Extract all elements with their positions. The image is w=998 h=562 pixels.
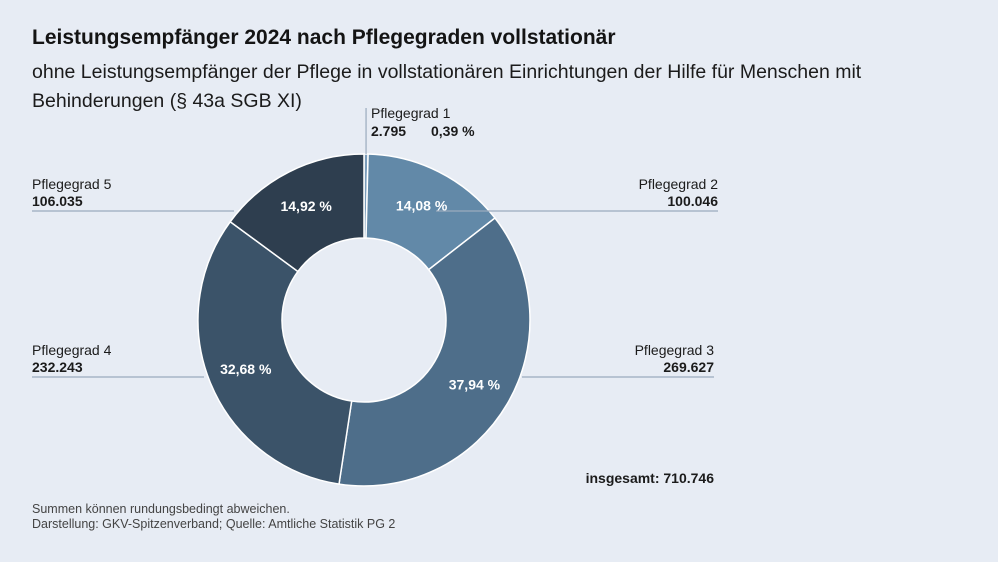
footnote: Summen können rundungsbedingt abweichen.… <box>32 502 395 532</box>
slice-percent-label-4: 32,68 % <box>220 361 272 377</box>
value-label-5: 106.035 <box>32 193 83 209</box>
source-note: Darstellung: GKV-Spitzenverband; Quelle:… <box>32 517 396 531</box>
slice-percent-label-3: 37,94 % <box>449 377 501 393</box>
value-label-2: 100.046 <box>667 193 718 209</box>
donut-slice-3 <box>338 216 531 487</box>
category-label-4: Pflegegrad 4 <box>32 342 112 358</box>
category-label-1: Pflegegrad 1 <box>371 105 451 121</box>
chart-title: Leistungsempfänger 2024 nach Pflegegrade… <box>32 26 616 49</box>
total-label: insgesamt: 710.746 <box>586 470 715 486</box>
donut-slice-4 <box>197 220 353 485</box>
value-label-4: 232.243 <box>32 359 83 375</box>
value-label-3: 269.627 <box>663 359 714 375</box>
rounding-note: Summen können rundungsbedingt abweichen. <box>32 502 290 516</box>
category-label-2: Pflegegrad 2 <box>639 176 719 192</box>
donut-slice-5 <box>229 153 365 273</box>
chart-subtitle: ohne Leistungsempfänger der Pflege in vo… <box>32 61 862 112</box>
slice-percent-label-5: 14,92 % <box>280 198 332 214</box>
slice-percent-label-2: 14,08 % <box>396 198 448 214</box>
value-label-1: 2.795 <box>371 123 406 139</box>
category-label-5: Pflegegrad 5 <box>32 176 112 192</box>
category-label-3: Pflegegrad 3 <box>635 342 715 358</box>
percent-label-1: 0,39 % <box>431 123 475 139</box>
